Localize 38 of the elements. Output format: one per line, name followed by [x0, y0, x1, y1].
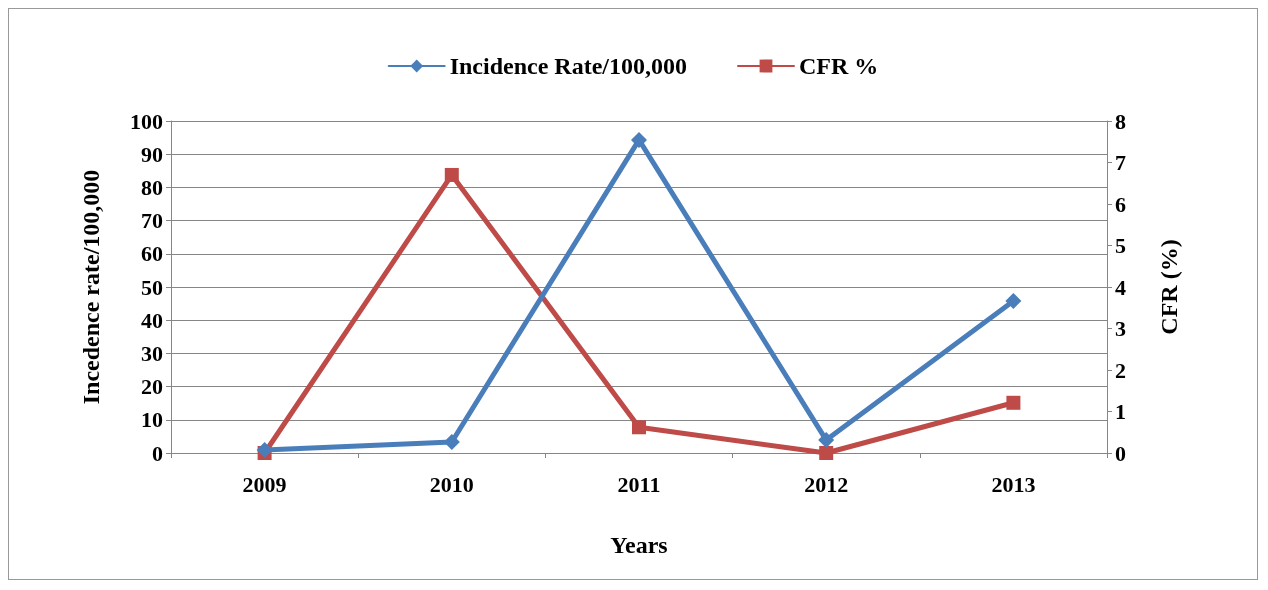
y-tick-label: 50 — [141, 274, 163, 300]
legend-label: Incidence Rate/100,000 — [449, 53, 687, 79]
y2-tick-label: 3 — [1115, 316, 1126, 341]
point — [1006, 395, 1021, 410]
point — [631, 131, 647, 148]
y-tick-label: 10 — [141, 407, 163, 433]
point — [818, 432, 835, 449]
y-tick-label: 80 — [141, 174, 163, 200]
y2-tick-label: 1 — [1115, 399, 1126, 424]
x-tick-label: 2013 — [991, 471, 1036, 497]
y-tick-label: 0 — [152, 440, 163, 466]
y2-tick-label: 8 — [1115, 108, 1126, 134]
y2-tick-label: 2 — [1115, 357, 1126, 383]
y-tick-label: 70 — [141, 208, 163, 234]
y-tick-label: 40 — [141, 307, 163, 333]
y-tick-label: 20 — [141, 374, 163, 400]
point — [256, 442, 273, 459]
y2-tick-label: 7 — [1115, 150, 1126, 175]
y-tick-label: 60 — [141, 241, 163, 267]
x-tick-label: 2009 — [242, 471, 287, 497]
x-tick-label: 2011 — [617, 471, 661, 497]
y2-tick-label: 0 — [1115, 440, 1126, 466]
point — [632, 420, 646, 435]
point — [1005, 292, 1022, 309]
y-tick-label: 90 — [141, 141, 163, 167]
x-tick-label: 2012 — [804, 471, 849, 497]
point — [444, 167, 459, 182]
x-axis-title: Years — [610, 532, 668, 558]
y2-tick-label: 5 — [1115, 233, 1126, 258]
y-axis-title: Incedence rate/100,000 — [78, 169, 104, 405]
point — [819, 446, 834, 460]
y2-tick-label: 4 — [1115, 274, 1126, 300]
y-tick-label: 100 — [130, 108, 163, 134]
y-tick-label: 30 — [141, 340, 163, 366]
y2-tick-label: 6 — [1115, 191, 1126, 217]
legend-label: CFR % — [798, 53, 879, 79]
x-tick-label: 2010 — [429, 471, 474, 497]
y2-axis-title: CFR (%) — [1156, 239, 1182, 335]
